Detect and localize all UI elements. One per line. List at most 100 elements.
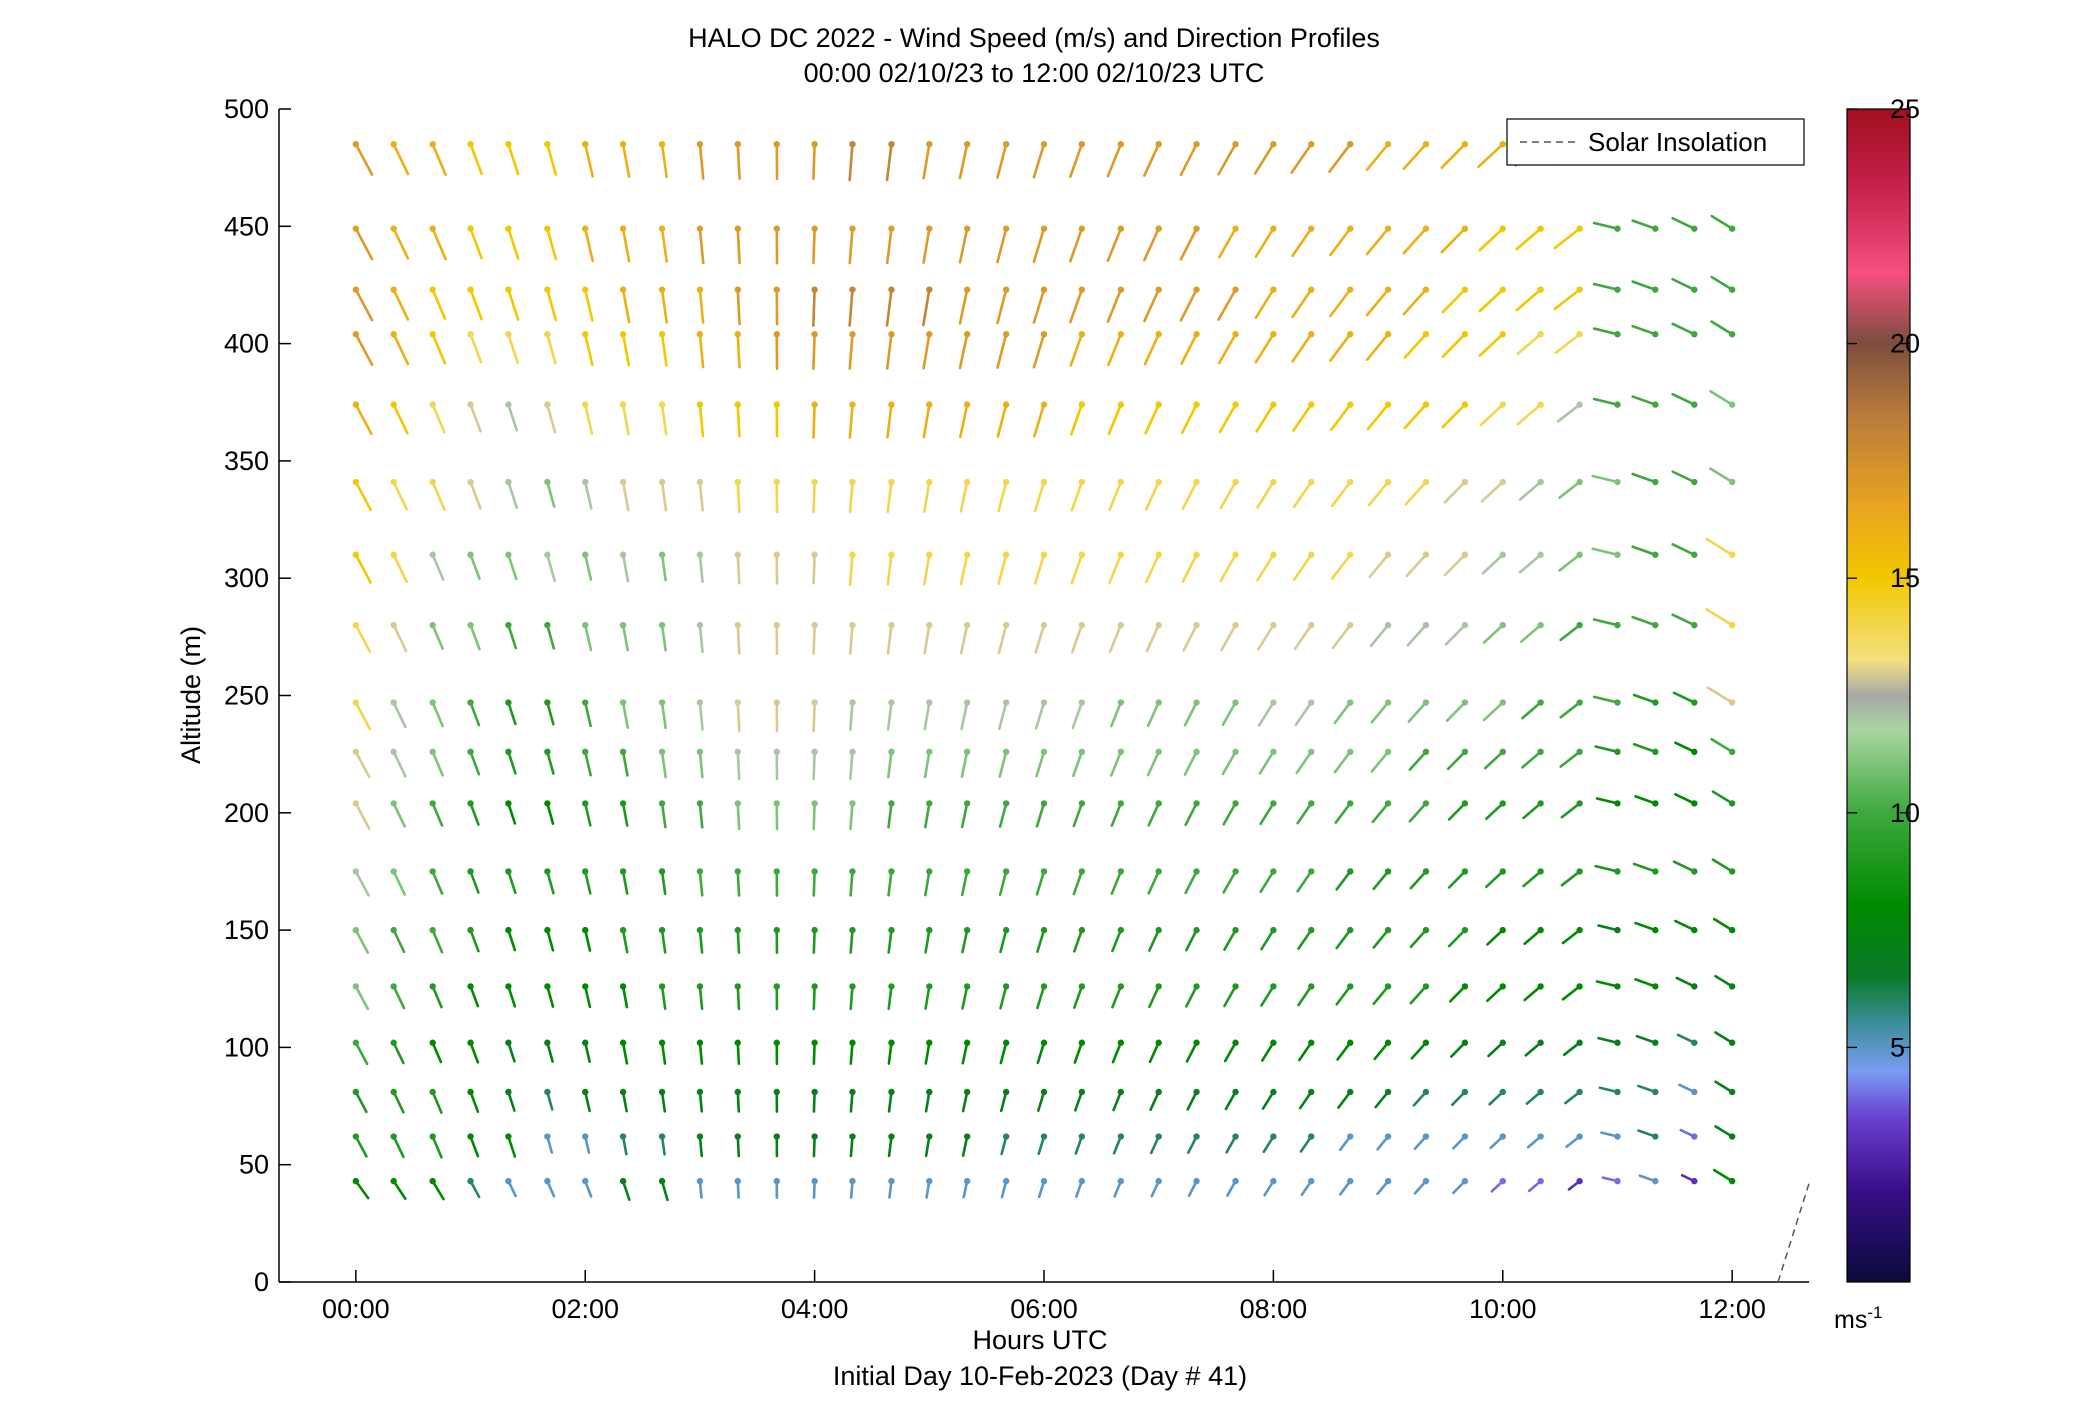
wind-vector-dot (582, 1133, 589, 1140)
wind-vector-dot (390, 983, 397, 990)
wind-vector-dot (352, 401, 360, 408)
wind-vector-dot (1461, 983, 1469, 990)
wind-vector-dot (1193, 1088, 1200, 1096)
wind-vector (621, 985, 629, 1009)
wind-vector (1402, 142, 1428, 171)
wind-vector-dot (658, 478, 666, 486)
wind-vector (1521, 750, 1542, 769)
wind-vector (1330, 553, 1352, 580)
wind-vector-dot (1537, 926, 1544, 934)
wind-vector (507, 1090, 516, 1112)
wind-vector (1297, 928, 1313, 950)
wind-vector-dot (658, 286, 666, 293)
wind-vector (1709, 389, 1734, 406)
wind-vector-dot (1117, 1133, 1125, 1140)
wind-vector-dot (390, 1039, 397, 1046)
wind-vector-dot (1040, 1088, 1048, 1096)
wind-vector (1329, 288, 1352, 318)
wind-vector (1406, 623, 1428, 647)
wind-vector-dot (1347, 401, 1354, 408)
wind-vector-dot (1691, 868, 1698, 875)
wind-vector-dot (1614, 621, 1621, 629)
wind-vector-dot (1155, 225, 1162, 232)
wind-vector (1447, 928, 1467, 948)
wind-vector-dot (505, 1039, 512, 1046)
wind-vector-dot (390, 1088, 397, 1096)
wind-vector-dot (1193, 868, 1200, 875)
wind-vector (1033, 403, 1046, 438)
wind-vector-dot (1002, 140, 1010, 148)
wind-vector (923, 623, 931, 655)
colorbar-tick-label: 10 (1890, 798, 1920, 828)
wind-vector-dot (1614, 401, 1621, 408)
wind-vector (1222, 802, 1237, 826)
wind-vector (469, 985, 480, 1008)
wind-vector-dot (658, 748, 666, 756)
wind-vector (546, 1041, 554, 1063)
wind-vector (660, 870, 667, 896)
wind-vector-dot (888, 1177, 895, 1185)
wind-vector-dot (1078, 1177, 1086, 1185)
wind-vector-dot (1002, 1177, 1010, 1185)
wind-vector-dot (544, 401, 551, 408)
wind-vector (1516, 332, 1542, 356)
wind-vector-dot (619, 621, 627, 629)
wind-vector-dot (1652, 1088, 1659, 1096)
wind-vector-dot (811, 621, 818, 629)
wind-vector-dot (1078, 551, 1086, 558)
wind-vector-dot (926, 800, 933, 807)
wind-vector-dot (1002, 983, 1010, 990)
wind-vector-dot (658, 551, 666, 558)
wind-vector-dot (1614, 551, 1621, 558)
wind-vector-dot (1652, 286, 1659, 293)
wind-vector (736, 553, 741, 585)
wind-vector-dot (1308, 1088, 1315, 1096)
wind-vector-dot (1155, 621, 1162, 629)
wind-vector-dot (1576, 983, 1583, 990)
wind-vector (1631, 472, 1657, 484)
wind-vector-dot (505, 401, 512, 408)
wind-vector (546, 142, 558, 176)
wind-vector-dot (1347, 1177, 1354, 1185)
wind-vector (1591, 474, 1619, 484)
wind-vector (1223, 985, 1237, 1008)
wind-vector (1522, 870, 1542, 888)
wind-vector (886, 701, 893, 731)
wind-vector (469, 142, 483, 175)
wind-vector (1365, 227, 1390, 256)
wind-vector-dot (849, 1088, 856, 1096)
wind-vector-dot (1614, 331, 1621, 338)
wind-vector-dot (1422, 331, 1430, 338)
wind-vector-dot (734, 331, 741, 338)
wind-vector (1329, 332, 1352, 362)
wind-vector (1218, 403, 1237, 434)
wind-vector-dot (544, 1088, 551, 1096)
wind-vector-dot (1576, 331, 1583, 338)
wind-vector-dot (1002, 800, 1010, 807)
wind-vector-dot (696, 699, 704, 706)
wind-vector (583, 623, 593, 652)
wind-vector (812, 403, 816, 439)
wind-vector-dot (429, 868, 436, 875)
wind-vector-dot (1078, 926, 1086, 934)
y-tick-label: 350 (224, 446, 269, 476)
wind-vector-dot (1078, 621, 1086, 629)
wind-vector-dot (1308, 551, 1315, 558)
wind-vector-dot (467, 140, 474, 148)
wind-vector (1184, 870, 1198, 895)
wind-vector (507, 750, 517, 775)
wind-vector (1365, 288, 1390, 317)
wind-vector-dot (1461, 551, 1469, 558)
wind-vector-dot (1691, 1088, 1698, 1096)
wind-vector-dot (1728, 800, 1736, 807)
wind-vector-dot (582, 551, 589, 558)
wind-vector (958, 288, 969, 325)
wind-vector-dot (582, 1177, 589, 1185)
wind-vector (431, 288, 447, 320)
wind-vector-dot (467, 800, 474, 807)
wind-vector (698, 403, 705, 438)
wind-vector (1368, 553, 1390, 579)
wind-vector-dot (1308, 1177, 1315, 1185)
wind-vector-dot (734, 800, 741, 807)
wind-vector-dot (619, 1177, 627, 1185)
